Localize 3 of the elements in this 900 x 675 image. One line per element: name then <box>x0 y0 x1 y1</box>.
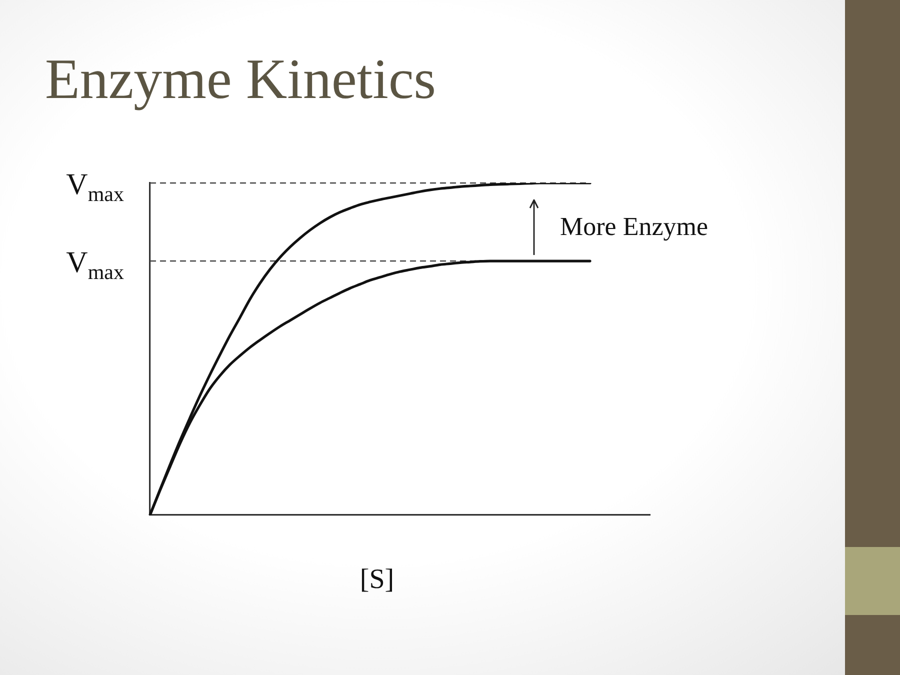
x-axis-title: [S] <box>358 564 396 595</box>
chart-title: Enzyme Kinetics <box>45 48 436 111</box>
annotation: More Enzyme <box>560 212 708 241</box>
